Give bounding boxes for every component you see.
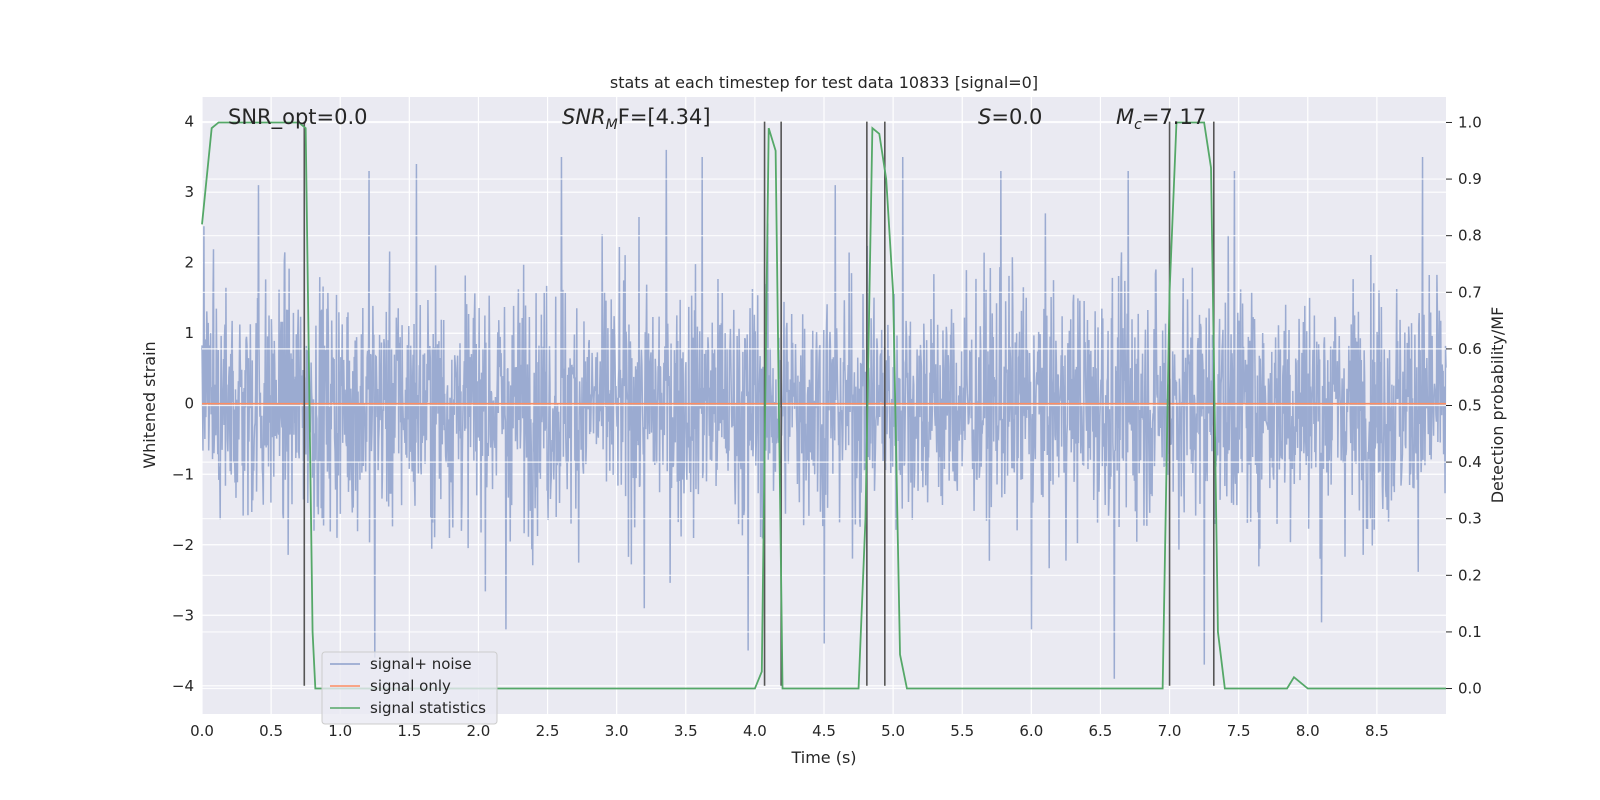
signal-statistics-line [201,121,1446,690]
x-tick-label-6: 3.0 [605,722,629,740]
x-tick-label-4: 2.0 [467,722,491,740]
x-tick-label-9: 4.5 [812,722,836,740]
annotation-mc-rest: =7.17 [1142,105,1206,129]
y2-tick-label-3: 0.7 [1458,283,1482,301]
y-tick-label-1: 3 [184,183,194,201]
x-tick-label-1: 0.5 [259,722,283,740]
y-tick-label-3: 1 [184,324,194,342]
annotation-snr-mf-sub: M [606,117,618,133]
annotation-snr-mf-rest: F=[4.34] [618,105,711,129]
signal-noise-line [201,149,1447,679]
y2-tick-label-8: 0.2 [1458,566,1482,584]
chart-title: stats at each timestep for test data 108… [610,73,1038,92]
y2-tick-label-7: 0.3 [1458,510,1482,528]
y-tick-label-2: 2 [184,254,194,272]
y2-tick-label-4: 0.6 [1458,340,1482,358]
y2-axis-label: Detection probability/MF [1488,307,1507,504]
signal-noise-series [201,149,1447,679]
y2-tick-label-6: 0.4 [1458,453,1482,471]
annotation-s-rest: =0.0 [991,105,1042,129]
x-tick-label-11: 5.5 [950,722,974,740]
annotation-s: S=0.0 [978,105,1042,129]
y-tick-label-6: −2 [172,536,194,554]
legend-label-signal-noise: signal+ noise [370,655,472,673]
y-axis-ticks: 4 3 2 1 0 −1 −2 −3 −4 [172,113,194,695]
x-tick-label-3: 1.5 [397,722,421,740]
x-tick-label-8: 4.0 [743,722,767,740]
y2-tick-label-5: 0.5 [1458,397,1482,415]
legend: signal+ noise signal only signal statist… [321,651,498,725]
y2-tick-label-2: 0.8 [1458,227,1482,245]
x-tick-label-14: 7.0 [1158,722,1182,740]
y2-tick-label-10: 0.0 [1458,680,1482,698]
y-tick-label-8: −4 [172,677,194,695]
y-axis-label: Whitened strain [140,341,159,468]
x-tick-label-5: 2.5 [536,722,560,740]
x-tick-label-7: 3.5 [674,722,698,740]
legend-label-signal-statistics: signal statistics [370,699,486,717]
annotation-snr-mf: SNRMF=[4.34] [562,105,711,133]
x-axis-label: Time (s) [790,748,856,767]
x-tick-label-0: 0.0 [190,722,214,740]
x-tick-label-15: 7.5 [1227,722,1251,740]
annotation-mc-main: M [1116,105,1134,129]
y-tick-label-7: −3 [172,606,194,624]
annotation-snr-mf-main: SNR [562,105,606,129]
y-tick-label-0: 4 [184,113,194,131]
x-tick-label-2: 1.0 [328,722,352,740]
annotation-snr-opt: SNR_opt=0.0 [228,105,368,130]
x-tick-label-10: 5.0 [881,722,905,740]
right-axis-grid [202,121,1446,690]
y2-tick-label-0: 1.0 [1458,113,1482,131]
y-tick-label-5: −1 [172,465,194,483]
annotation-mc: Mc=7.17 [1116,105,1206,133]
signal-statistics-series [201,121,1446,690]
y2-tick-label-1: 0.9 [1458,170,1482,188]
legend-box [321,651,498,725]
x-tick-label-13: 6.5 [1089,722,1113,740]
annotation-mc-sub: c [1134,117,1142,133]
y2-axis-ticks: 1.0 0.9 0.8 0.7 0.6 0.5 0.4 0.3 0.2 0.1 0.0 [1446,113,1482,698]
y2-tick-label-9: 0.1 [1458,623,1482,641]
x-tick-label-12: 6.0 [1019,722,1043,740]
x-tick-label-17: 8.5 [1365,722,1389,740]
y-tick-label-4: 0 [184,395,194,413]
x-axis-ticks: 0.0 0.5 1.0 1.5 2.0 2.5 3.0 3.5 4.0 4.5 5.0 5.5 6.0 6… [190,722,1389,740]
legend-label-signal-only: signal only [370,677,451,695]
annotation-s-main: S [978,105,991,129]
x-tick-label-16: 8.0 [1296,722,1320,740]
